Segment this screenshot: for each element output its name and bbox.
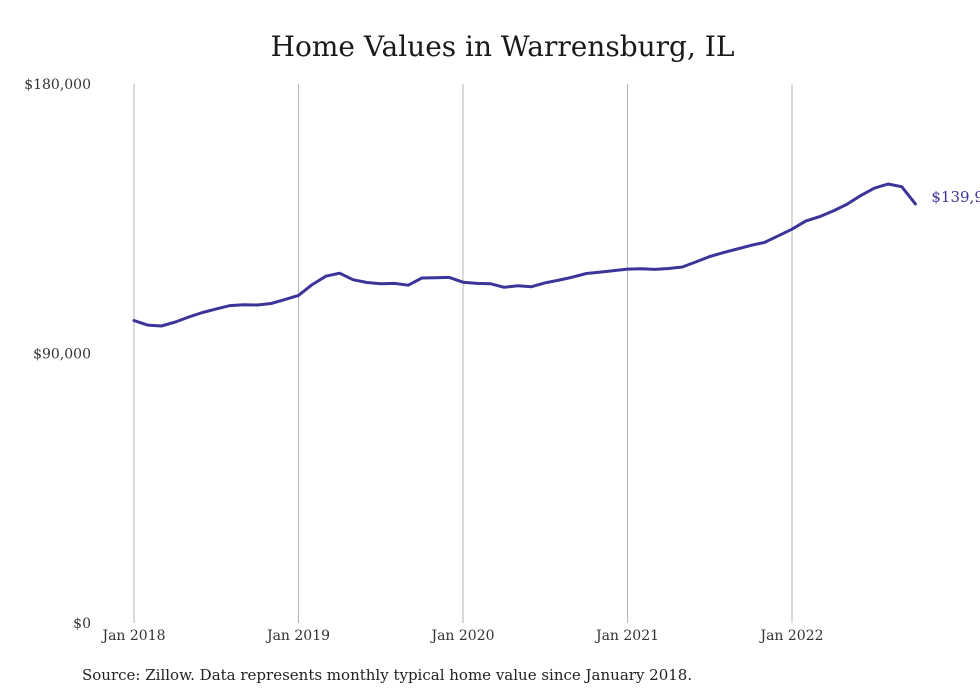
end-value-label: $139,954 xyxy=(931,188,980,206)
x-tick-label: Jan 2018 xyxy=(100,628,165,644)
end-value-labels: $139,954 xyxy=(931,188,980,206)
x-tick-label: Jan 2019 xyxy=(265,628,330,644)
chart-title: Home Values in Warrensburg, IL xyxy=(270,30,735,63)
source-note: Source: Zillow. Data represents monthly … xyxy=(82,666,693,684)
series-lines xyxy=(132,182,917,328)
x-tick-label: Jan 2021 xyxy=(594,628,659,644)
y-tick-label: $0 xyxy=(73,616,91,632)
x-tick-label: Jan 2020 xyxy=(429,628,494,644)
x-tick-label: Jan 2022 xyxy=(758,628,823,644)
x-axis-tick-labels: Jan 2018 Jan 2019 Jan 2020 Jan 2021 Jan 2022 xyxy=(100,628,823,644)
series-line xyxy=(132,182,917,328)
y-tick-label: $180,000 xyxy=(24,77,91,93)
y-axis-tick-labels: $0 $90,000 $180,000 xyxy=(24,77,91,632)
grid-lines xyxy=(133,84,793,623)
y-tick-label: $90,000 xyxy=(33,347,91,363)
